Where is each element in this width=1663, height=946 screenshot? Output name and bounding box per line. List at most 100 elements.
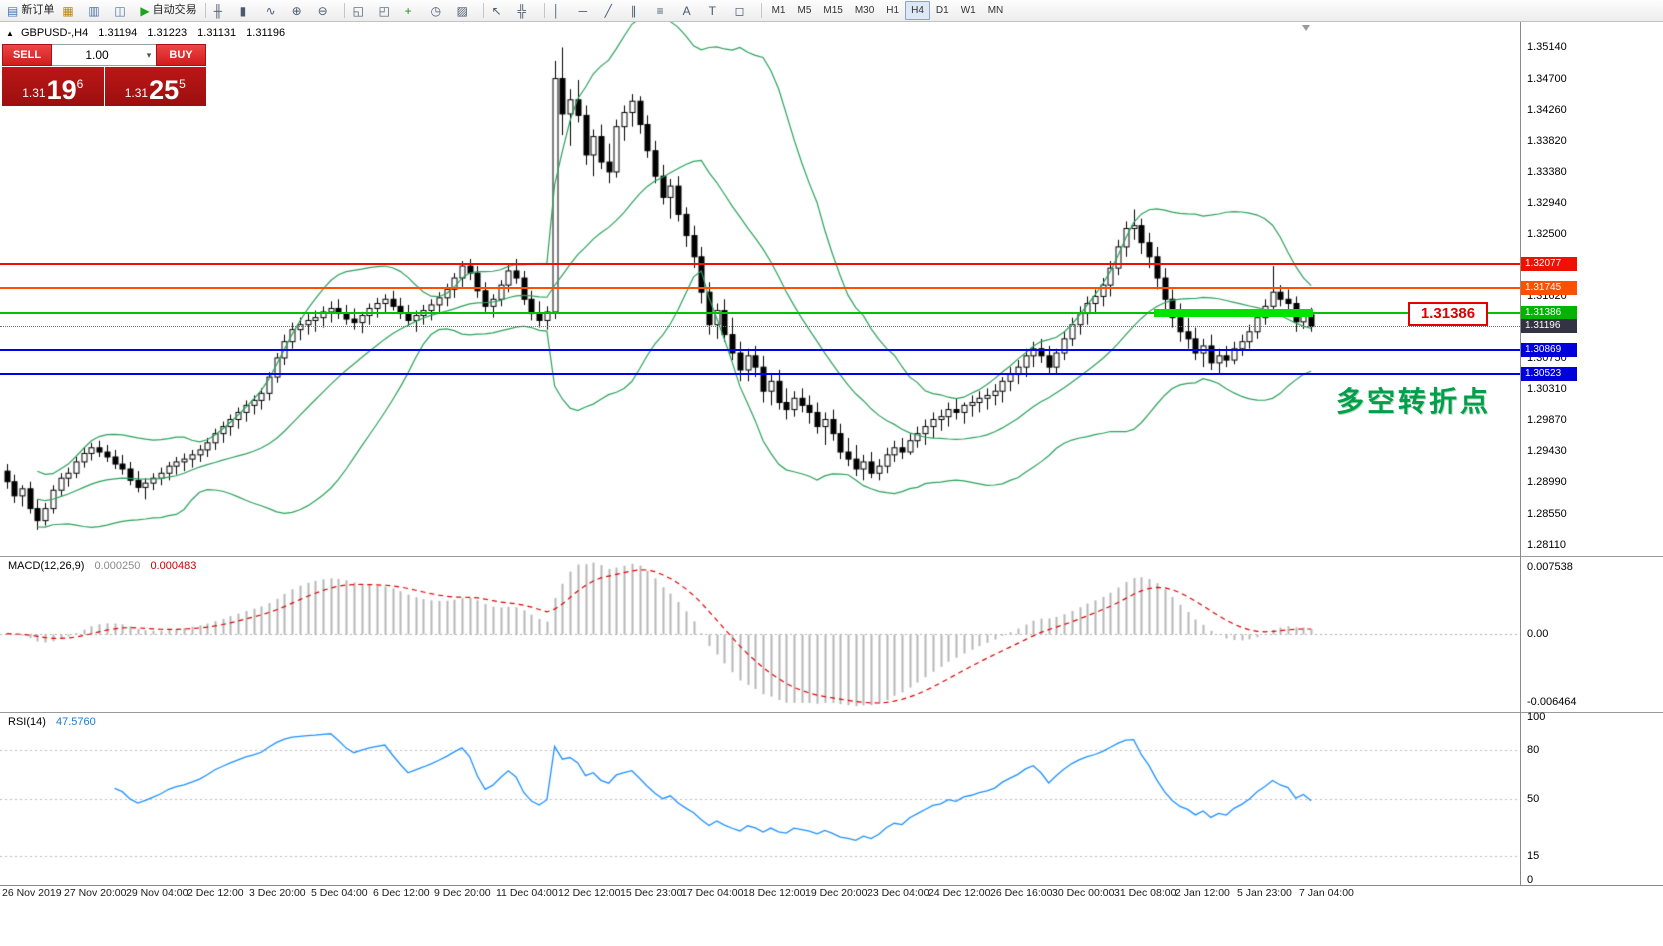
- buy-button[interactable]: BUY: [156, 44, 206, 66]
- trendline-button[interactable]: ╱: [601, 1, 627, 21]
- toolbar-separator: [204, 3, 206, 18]
- time-axis-label: 26 Nov 2019: [2, 887, 62, 899]
- volume-input[interactable]: 1.00 ▾: [52, 44, 156, 66]
- indicators-button[interactable]: +: [401, 1, 427, 21]
- time-axis-label: 23 Dec 04:00: [867, 887, 930, 899]
- market-watch-icon: ▥: [88, 3, 100, 18]
- horizontal-level-line[interactable]: [0, 263, 1520, 265]
- candlestick-chart-icon: ▮: [239, 3, 247, 18]
- charts-grid-icon: ▦: [62, 3, 74, 18]
- market-watch-button[interactable]: ▥: [84, 1, 110, 21]
- price-chart-canvas[interactable]: [0, 22, 1520, 556]
- time-axis-label: 27 Nov 20:00: [64, 887, 127, 899]
- time-axis-label: 19 Dec 20:00: [805, 887, 868, 899]
- support-zone-rectangle[interactable]: [1154, 309, 1313, 317]
- shapes-button[interactable]: ◻: [731, 1, 757, 21]
- navigator-icon: ◫: [114, 3, 126, 18]
- text-button[interactable]: A: [679, 1, 705, 21]
- shapes-icon: ◻: [734, 3, 745, 18]
- timeframe-m1-button[interactable]: M1: [771, 5, 786, 16]
- new-order-button[interactable]: ▤ 新订单: [3, 1, 58, 21]
- templates-button[interactable]: ▨: [453, 1, 479, 21]
- time-axis-label: 18 Dec 12:00: [743, 887, 806, 899]
- toolbar-separator: [343, 3, 345, 18]
- sell-button[interactable]: SELL: [2, 44, 52, 66]
- time-axis-label: 2 Jan 12:00: [1175, 887, 1230, 899]
- time-axis-label: 12 Dec 12:00: [558, 887, 621, 899]
- line-chart-button[interactable]: ∿: [262, 1, 288, 21]
- macd-indicator-canvas[interactable]: [0, 557, 1520, 712]
- bar-chart-button[interactable]: ╫: [210, 1, 236, 21]
- open-value: 1.31194: [98, 27, 138, 39]
- periods-button[interactable]: ◷: [427, 1, 453, 21]
- symbol-label: GBPUSD-,H4: [20, 27, 89, 39]
- buy-price-sup: 5: [179, 77, 186, 91]
- line-chart-icon: ∿: [265, 3, 276, 18]
- time-axis-label: 29 Nov 04:00: [126, 887, 189, 899]
- horizontal-line-icon: ─: [578, 3, 588, 18]
- volume-dropdown-icon[interactable]: ▾: [146, 49, 152, 60]
- time-axis-label: 9 Dec 20:00: [434, 887, 491, 899]
- price-axis-label: 1.28990: [1527, 476, 1567, 489]
- rsi-pane-separator[interactable]: [0, 712, 1663, 713]
- timeframe-h4-button[interactable]: H4: [905, 1, 930, 20]
- timeframe-d1-button[interactable]: D1: [935, 5, 949, 16]
- time-axis-label: 31 Dec 08:00: [1114, 887, 1177, 899]
- price-axis-label: 1.28110: [1527, 538, 1566, 551]
- label-button[interactable]: T: [705, 1, 731, 21]
- tile-windows-icon: ◱: [352, 3, 364, 18]
- macd-pane-separator[interactable]: [0, 556, 1663, 557]
- price-callout-label[interactable]: 1.31386: [1408, 302, 1488, 326]
- channel-button[interactable]: ∥: [627, 1, 653, 21]
- charts-grid-button[interactable]: ▦: [58, 1, 84, 21]
- buy-price-small: 1.31: [124, 86, 149, 100]
- rsi-axis-label: 100: [1527, 711, 1546, 723]
- toolbar-separator: [760, 3, 762, 18]
- vertical-line-button[interactable]: │: [549, 1, 575, 21]
- time-axis-label: 15 Dec 23:00: [620, 887, 683, 899]
- price-axis-label: 1.32940: [1527, 197, 1567, 210]
- buy-price-box[interactable]: 1.31 25 5: [104, 67, 206, 106]
- price-axis-label: 1.32500: [1527, 228, 1567, 241]
- time-axis-label: 2 Dec 12:00: [187, 887, 244, 899]
- timeframe-w1-button[interactable]: W1: [960, 5, 976, 16]
- timeframe-mn-button[interactable]: MN: [987, 5, 1004, 16]
- horizontal-level-line[interactable]: [0, 349, 1520, 351]
- price-level-badge: 1.30523: [1521, 367, 1577, 381]
- timeframe-m15-button[interactable]: M15: [823, 5, 843, 16]
- collapse-triangle-icon[interactable]: ▲: [6, 29, 14, 38]
- timeframe-m5-button[interactable]: M5: [797, 5, 812, 16]
- candlestick-chart-button[interactable]: ▮: [236, 1, 262, 21]
- zoom-out-button[interactable]: ⊖: [314, 1, 340, 21]
- crosshair-button[interactable]: ╬: [514, 1, 540, 21]
- price-level-badge: 1.31745: [1521, 281, 1577, 295]
- tile-windows-button[interactable]: ◱: [349, 1, 375, 21]
- time-axis-label: 17 Dec 04:00: [681, 887, 744, 899]
- buy-price-big: 25: [149, 75, 180, 106]
- current-price-line[interactable]: [0, 326, 1520, 327]
- horizontal-level-line[interactable]: [0, 373, 1520, 375]
- rsi-label: RSI(14): [8, 716, 46, 728]
- auto-trading-button-label: 自动交易: [152, 4, 197, 16]
- turning-point-note[interactable]: 多空转折点: [1336, 386, 1492, 417]
- horizontal-line-button[interactable]: ─: [575, 1, 601, 21]
- macd-axis-label: 0.007538: [1527, 561, 1573, 573]
- cursor-button[interactable]: ↖: [488, 1, 514, 21]
- volume-value[interactable]: 1.00: [85, 48, 109, 62]
- rsi-indicator-canvas[interactable]: [0, 713, 1520, 884]
- horizontal-level-line[interactable]: [0, 287, 1520, 289]
- chart-shift-marker[interactable]: [1302, 25, 1310, 31]
- auto-trading-icon: ▶: [140, 3, 150, 18]
- sell-price-box[interactable]: 1.31 19 6: [2, 67, 104, 106]
- timeframe-h1-button[interactable]: H1: [886, 5, 900, 16]
- cascade-windows-icon: ◰: [378, 3, 390, 18]
- timeframe-m30-button[interactable]: M30: [854, 5, 875, 16]
- auto-trading-button[interactable]: ▶ 自动交易: [136, 1, 200, 21]
- zoom-in-button[interactable]: ⊕: [288, 1, 314, 21]
- one-click-trading-panel: SELL 1.00 ▾ BUY 1.31 19 6 1.31 25 5: [2, 44, 206, 106]
- navigator-button[interactable]: ◫: [110, 1, 136, 21]
- horizontal-level-line[interactable]: [0, 312, 1520, 314]
- fibonacci-button[interactable]: ≡: [653, 1, 679, 21]
- price-axis-label: 1.28550: [1527, 507, 1567, 520]
- cascade-windows-button[interactable]: ◰: [375, 1, 401, 21]
